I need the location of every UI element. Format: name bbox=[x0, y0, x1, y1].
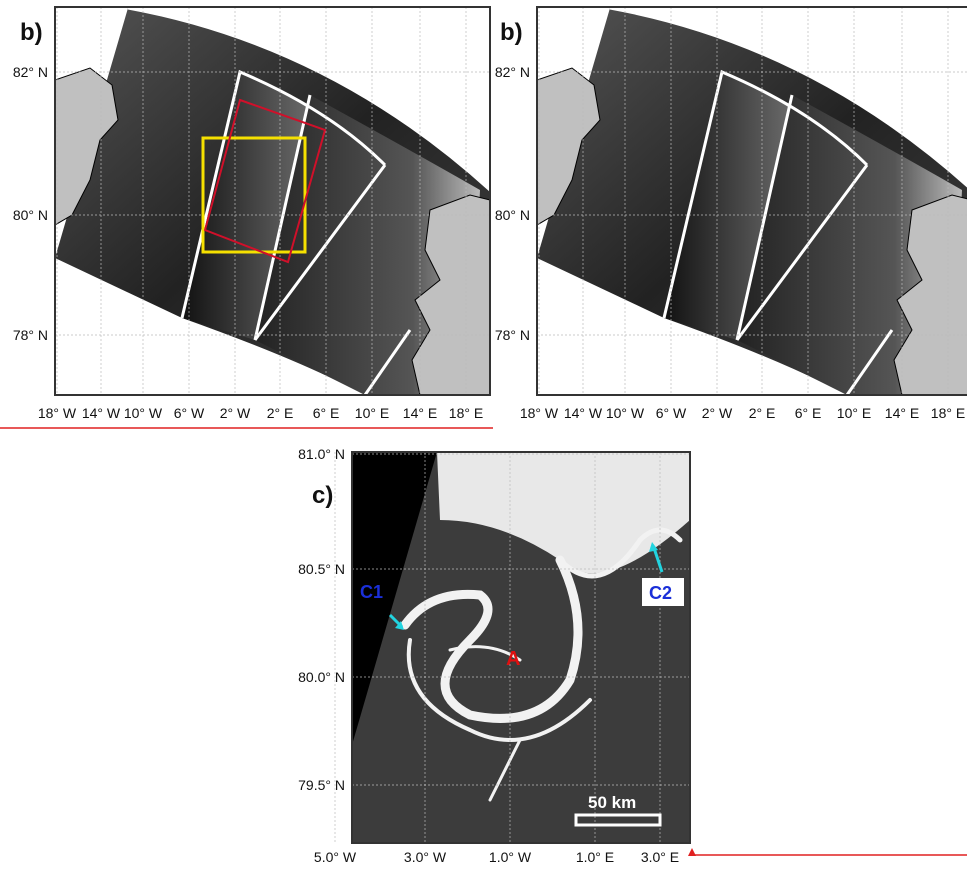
lat-label: 80.0° N bbox=[298, 669, 345, 685]
lon-label: 6° W bbox=[656, 405, 687, 421]
lon-label: 2° E bbox=[267, 405, 294, 421]
lon-label: 10° E bbox=[837, 405, 871, 421]
lat-label: 78° N bbox=[495, 327, 530, 343]
lat-label: 82° N bbox=[13, 64, 48, 80]
lat-label: 79.5° N bbox=[298, 777, 345, 793]
lon-label: 5.0° W bbox=[314, 849, 357, 865]
annotation: C2 bbox=[649, 583, 672, 603]
panel-label: c) bbox=[312, 482, 333, 509]
lon-label: 1.0° W bbox=[489, 849, 532, 865]
lon-label: 10° E bbox=[355, 405, 389, 421]
lon-label: 18° E bbox=[931, 405, 965, 421]
lon-label: 18° W bbox=[520, 405, 559, 421]
lat-label: 80° N bbox=[13, 207, 48, 223]
map-image bbox=[537, 8, 967, 395]
panel-label: b) bbox=[20, 19, 43, 46]
lon-label: 3.0° W bbox=[404, 849, 447, 865]
lon-label: 2° W bbox=[220, 405, 251, 421]
lon-label: 1.0° E bbox=[576, 849, 614, 865]
panel-label: b) bbox=[500, 19, 523, 46]
lon-label: 10° W bbox=[124, 405, 163, 421]
annotation: C1 bbox=[360, 582, 383, 602]
lon-label: 18° W bbox=[38, 405, 77, 421]
lon-label: 14° W bbox=[82, 405, 121, 421]
lon-label: 3.0° E bbox=[641, 849, 679, 865]
lon-label: 10° W bbox=[606, 405, 645, 421]
lon-label: 14° E bbox=[885, 405, 919, 421]
lon-label: 14° E bbox=[403, 405, 437, 421]
lon-label: 2° E bbox=[749, 405, 776, 421]
lat-label: 80.5° N bbox=[298, 561, 345, 577]
lon-label: 6° W bbox=[174, 405, 205, 421]
lat-label: 82° N bbox=[495, 64, 530, 80]
lon-label: 6° E bbox=[313, 405, 340, 421]
lon-label: 14° W bbox=[564, 405, 603, 421]
map-image bbox=[55, 8, 490, 395]
annotation: A bbox=[506, 648, 520, 670]
figure: b) b) c) C1 C2 A 50 km 82° N 80° N 78° N 18… bbox=[0, 0, 967, 872]
map-image bbox=[352, 452, 690, 843]
scale-label: 50 km bbox=[588, 793, 636, 812]
lat-label: 80° N bbox=[495, 207, 530, 223]
lon-label: 18° E bbox=[449, 405, 483, 421]
lat-label: 78° N bbox=[13, 327, 48, 343]
lon-label: 6° E bbox=[795, 405, 822, 421]
lat-label: 81.0° N bbox=[298, 446, 345, 462]
lon-label: 2° W bbox=[702, 405, 733, 421]
